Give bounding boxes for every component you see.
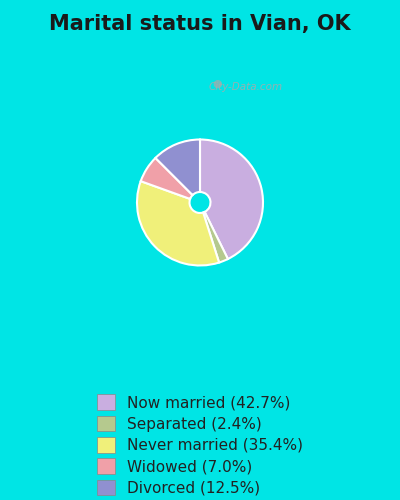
Legend: Now married (42.7%), Separated (2.4%), Never married (35.4%), Widowed (7.0%), Di: Now married (42.7%), Separated (2.4%), N… — [89, 386, 311, 500]
Wedge shape — [200, 140, 263, 259]
Wedge shape — [203, 212, 228, 262]
Wedge shape — [141, 158, 192, 199]
Wedge shape — [137, 181, 219, 266]
Text: Marital status in Vian, OK: Marital status in Vian, OK — [49, 14, 351, 34]
Text: ●: ● — [213, 78, 222, 89]
Wedge shape — [156, 140, 200, 195]
Text: City-Data.com: City-Data.com — [208, 82, 282, 92]
